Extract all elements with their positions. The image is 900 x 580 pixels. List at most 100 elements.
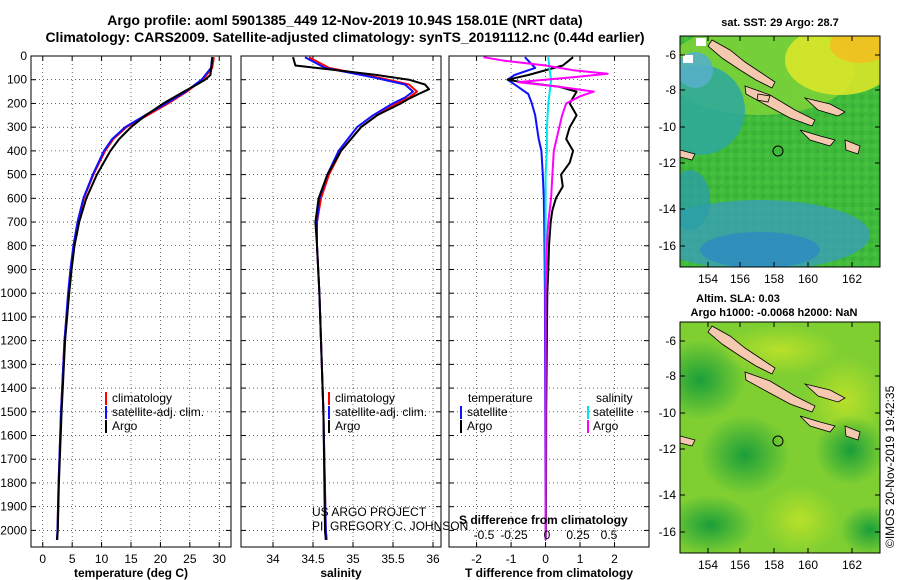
map-x-tick-label: 162 [842,558,862,572]
sst-map-title: sat. SST: 29 Argo: 28.7 [721,17,839,29]
series-group [483,56,609,540]
x-axis-label: temperature (deg C) [74,566,188,580]
legend-salinity-heading: salinity [596,391,633,405]
depth-tick-label: 1000 [0,286,27,300]
legend-satellite-label: satellite-adj. clim. [335,405,427,419]
x-tick-label: 35 [346,552,360,566]
x-tick-label: 36 [426,552,440,566]
depth-tick-label: 1400 [0,381,27,395]
series-line-temperature-argo [506,56,578,540]
map-y-tick-label: -10 [659,406,677,420]
x-tick-label: -2 [471,552,482,566]
map-y-tick-label: -14 [659,202,677,216]
timestamp: ©IMOS 20-Nov-2019 19:42:35 [883,385,897,548]
island-landmasses [680,39,861,161]
legend-t-satellite-label: satellite [467,405,508,419]
x-tick-label: 5 [69,552,76,566]
legend-s-satellite-label: satellite [593,405,634,419]
panel-frame [448,55,650,548]
depth-tick-label: 1900 [0,500,27,514]
argo-location-marker [772,145,784,157]
series-group [55,57,215,540]
depth-tick-label: 600 [7,191,27,205]
island-landmasses [680,325,861,447]
depth-tick-label: 500 [7,168,27,182]
map-x-tick-label: 160 [798,272,818,286]
series-line-climatology [55,57,215,540]
legend-temperature-heading: temperature [468,391,533,405]
map-y-tick-label: -8 [665,369,676,383]
depth-tick-label: 1200 [0,334,27,348]
x-tick-label: -1 [506,552,517,566]
map-x-tick-label: 158 [764,558,784,572]
depth-tick-label: 400 [7,144,27,158]
x-tick-label: 1 [577,552,584,566]
temperature-legend: climatology satellite-adj. clim. Argo [105,391,204,433]
map-x-tick-label: 162 [842,272,862,286]
legend-argo-label: Argo [335,419,361,433]
figure-title-line1: Argo profile: aoml 5901385_449 12-Nov-20… [107,12,582,28]
x-axis-label: T difference from climatology [465,566,633,580]
profile-panel-1: 0 5 10 15 20 25 30 temperature (deg C) [30,55,232,580]
x-tick-label: 0 [542,552,549,566]
sla-map [680,322,880,553]
figure-title-line2: Climatology: CARS2009. Satellite-adjuste… [45,29,644,45]
x-tick-label: 2 [611,552,618,566]
sla-map-title-line1: Altim. SLA: 0.03 [696,293,780,305]
series-line-argo [292,56,430,540]
x-tick-label: 34.5 [301,552,325,566]
map-x-tick-label: 156 [730,558,750,572]
series-group [292,56,430,540]
depth-tick-label: 700 [7,215,27,229]
map-y-tick-label: -16 [659,525,677,539]
depth-tick-label: 1800 [0,476,27,490]
map-y-tick-label: -12 [659,442,677,456]
x-tick-label: 34 [266,552,280,566]
map-y-tick-label: -8 [665,83,676,97]
map-y-tick-label: -14 [659,488,677,502]
x-tick-label: 25 [183,552,197,566]
x-tick-label: 30 [213,552,227,566]
sst-map [680,36,880,267]
map-y-tick-label: -6 [665,334,676,348]
depth-tick-label: 800 [7,239,27,253]
legend-argo-label: Argo [112,419,138,433]
depth-tick-label: 100 [7,73,27,87]
depth-tick-label: 1100 [1,310,27,324]
map-y-tick-label: -16 [659,239,677,253]
s-tick: -0.5 [474,528,495,542]
credit-project: US ARGO PROJECT [312,505,427,519]
legend-s-argo-label: Argo [593,419,619,433]
depth-tick-label: 0 [20,49,27,63]
series-line-temperature-satellite [506,56,547,540]
map-y-tick-label: -6 [665,48,676,62]
map-x-tick-label: 158 [764,272,784,286]
s-difference-axis-label: S difference from climatology [459,513,628,527]
s-difference-ticks: -0.5 -0.25 0 0.25 0.5 [474,528,618,542]
x-tick-label: 10 [95,552,109,566]
sst-map-frame [679,35,881,268]
legend-climatology-label: climatology [112,391,172,405]
depth-tick-label: 900 [7,262,27,276]
difference-legend: temperature salinity satellite Argo sate… [460,391,634,433]
s-tick: 0.5 [601,528,618,542]
x-axis-label: salinity [320,566,362,580]
argo-location-marker [772,435,784,447]
depth-tick-label: 200 [7,96,27,110]
depth-tick-label: 1600 [0,429,27,443]
x-tick-label: 15 [124,552,138,566]
s-tick: -0.25 [500,528,528,542]
map-y-tick-label: -10 [659,120,677,134]
s-tick: 0 [544,528,551,542]
map-x-tick-label: 154 [698,558,718,572]
series-line-salinity-argo [483,56,609,540]
legend-satellite-label: satellite-adj. clim. [112,405,204,419]
x-tick-label: 20 [154,552,168,566]
map-x-tick-label: 160 [798,558,818,572]
depth-tick-label: 1300 [0,357,27,371]
map-x-tick-label: 156 [730,272,750,286]
depth-tick-label: 1700 [0,452,27,466]
series-line-argo [56,57,214,540]
panel-frame [240,55,442,548]
